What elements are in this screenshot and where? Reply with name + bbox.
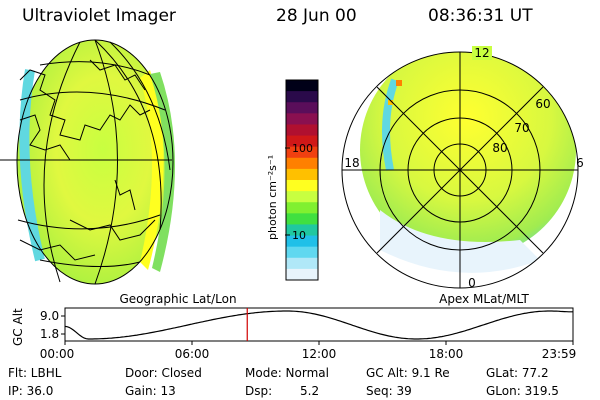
geo-label: Geographic Lat/Lon [119,292,236,306]
colorbar-swatch [286,102,318,114]
glon-info: GLon: 319.5 [486,384,559,398]
colorbar-swatch [286,91,318,103]
altitude-plot-frame [64,307,574,342]
polar-hotspot [396,80,402,86]
colorbar-swatch [286,268,318,281]
coastlines [19,59,156,261]
colorbar-swatch [286,202,318,214]
colorbar-label-100: 100 [292,142,313,155]
alt-xtick-label: 18:00 [429,347,464,361]
mlat-label-80: 80 [492,141,507,155]
colorbar-swatch [286,135,318,148]
gain-info: Gain: 13 [125,384,176,398]
ip-info: IP: 36.0 [8,384,54,398]
app-title: Ultraviolet Imager [22,6,176,26]
colorbar-swatch [286,235,318,248]
mode-info: Mode: Normal [245,366,329,380]
colorbar-swatch [286,146,318,159]
colorbar-swatch [286,246,318,259]
colorbar-label-10: 10 [292,229,306,242]
colorbar-swatch [286,224,318,237]
altitude-curve [64,310,573,340]
colorbar-swatch [286,157,318,170]
colorbar-swatch [286,80,318,92]
polar-emission [360,52,576,258]
colorbar-swatch [286,257,318,270]
colorbar-unit-label: photon cm⁻²s⁻¹ [266,155,279,240]
colorbar-swatch [286,180,318,192]
auroral-oval-bright [140,70,164,270]
polar-label: Apex MLat/MLT [439,292,529,306]
alt-ytick-1.8: 1.8 [40,327,59,341]
glat-info: GLat: 77.2 [486,366,549,380]
dsp-value: 5.2 [300,384,320,398]
polar-grid [341,51,579,289]
dsp-label: Dsp: [245,384,273,398]
polar-hotspot-2 [388,100,393,105]
alt-xtick-label: 23:59 [542,347,577,361]
observation-date: 28 Jun 00 [276,6,357,26]
limb-glow [19,69,45,262]
door-info: Door: Closed [125,366,202,380]
alt-xticks: 00:00 06:00 12:00 18:00 23:59 [40,341,577,361]
mlat-label-60: 60 [535,97,550,111]
observation-time: 08:36:31 UT [428,6,533,26]
filter-info: Flt: LBHL [8,366,62,380]
mlt-label-18: 18 [344,156,359,170]
colorbar-swatch [286,168,318,181]
alt-ytick-9: 9.0 [40,309,59,323]
colorbar-swatch [286,191,318,203]
colorbar-swatch [286,113,318,125]
mlt-label-0: 0 [468,276,476,290]
alt-ylabel: GC Alt [11,308,25,346]
gc-alt-info: GC Alt: 9.1 Re [366,366,450,380]
alt-xtick-label: 00:00 [40,347,75,361]
mlt-label-6: 6 [576,156,584,170]
colorbar [285,79,319,281]
colorbar-swatch [286,124,318,137]
mlat-label-70: 70 [514,121,529,135]
geographic-image [0,39,175,285]
colorbar-swatch [286,213,318,225]
seq-info: Seq: 39 [366,384,412,398]
alt-xtick-label: 12:00 [302,347,337,361]
mlt-label-12: 12 [474,46,489,60]
geo-grid [0,39,174,285]
polar-arc [382,78,399,171]
alt-xtick-label: 06:00 [175,347,210,361]
